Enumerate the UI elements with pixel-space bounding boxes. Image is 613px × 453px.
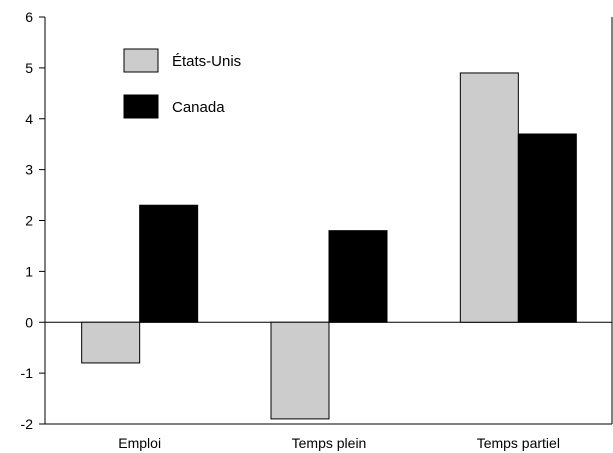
bar bbox=[459, 72, 519, 323]
bar bbox=[270, 321, 330, 420]
y-tick-label: 4 bbox=[25, 111, 33, 127]
x-tick-label: Emploi bbox=[118, 435, 161, 451]
y-ticks: -2 -1 0 1 2 3 4 5 6 bbox=[21, 9, 45, 432]
bar bbox=[81, 321, 141, 364]
legend-swatch bbox=[123, 94, 159, 119]
bar bbox=[517, 133, 577, 323]
y-tick-label: 2 bbox=[25, 213, 33, 229]
y-tick-label: 0 bbox=[25, 314, 33, 330]
legend-label: Canada bbox=[172, 99, 225, 116]
y-tick-label: 3 bbox=[25, 162, 33, 178]
legend-label: États-Unis bbox=[172, 53, 241, 70]
y-tick-label: -2 bbox=[21, 416, 34, 432]
bars bbox=[81, 72, 577, 420]
y-tick-label: 6 bbox=[25, 9, 33, 25]
y-tick-label: 1 bbox=[25, 263, 33, 279]
y-tick-label: 5 bbox=[25, 60, 33, 76]
bar bbox=[139, 204, 199, 323]
legend: États-Unis Canada bbox=[123, 48, 241, 119]
legend-swatch bbox=[123, 48, 159, 73]
y-tick-label: -1 bbox=[21, 365, 34, 381]
x-tick-label: Temps partiel bbox=[477, 435, 560, 451]
bar bbox=[328, 230, 388, 323]
x-tick-label: Temps plein bbox=[292, 435, 367, 451]
x-tick-labels: Emploi Temps plein Temps partiel bbox=[118, 435, 560, 451]
